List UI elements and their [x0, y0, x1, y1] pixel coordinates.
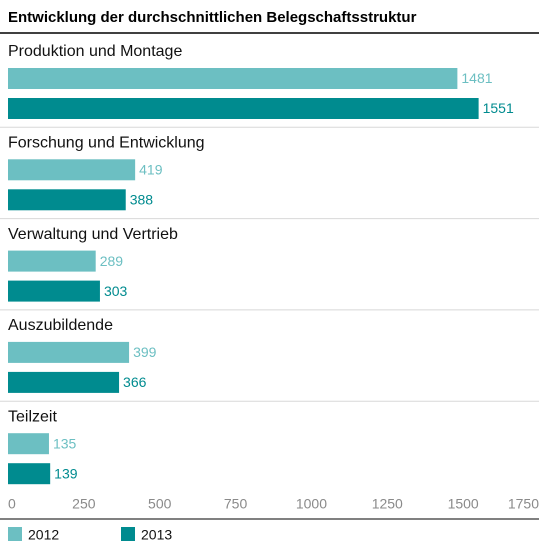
x-tick-label: 500 — [148, 496, 172, 512]
bar — [8, 463, 51, 485]
x-tick-label: 250 — [72, 496, 96, 512]
bar — [8, 250, 96, 272]
bar — [8, 159, 136, 181]
bar — [8, 280, 100, 302]
value-label: 366 — [123, 374, 147, 390]
value-label: 289 — [100, 253, 124, 269]
category-label: Teilzeit — [8, 408, 57, 425]
category-label: Forschung und Entwicklung — [8, 135, 205, 152]
legend-label: 2012 — [28, 527, 59, 543]
bar — [8, 98, 479, 119]
x-tick-label: 1250 — [372, 496, 403, 512]
category-label: Verwaltung und Vertrieb — [8, 226, 178, 243]
value-label: 399 — [133, 344, 157, 360]
bar — [8, 433, 49, 455]
category-label: Auszubildende — [8, 317, 113, 334]
x-tick-label: 1500 — [448, 496, 479, 512]
bar — [8, 371, 120, 393]
value-label: 388 — [130, 192, 154, 208]
bar — [8, 341, 130, 363]
x-tick-label: 750 — [224, 496, 248, 512]
chart-title: Entwicklung der durchschnittlichen Beleg… — [8, 9, 417, 26]
legend-swatch — [121, 527, 135, 541]
value-label: 139 — [54, 465, 78, 481]
x-tick-label: 1750 — [508, 496, 539, 512]
category-label: Produktion und Montage — [8, 43, 182, 60]
bar — [8, 68, 458, 89]
value-label: 135 — [53, 435, 77, 451]
x-tick-label: 1000 — [296, 496, 327, 512]
x-tick-label: 0 — [8, 496, 16, 512]
legend-swatch — [8, 527, 22, 541]
legend-label: 2013 — [141, 527, 172, 543]
value-label: 1551 — [483, 100, 514, 116]
value-label: 1481 — [461, 70, 492, 86]
value-label: 419 — [139, 162, 163, 178]
value-label: 303 — [104, 283, 128, 299]
bar — [8, 189, 126, 211]
